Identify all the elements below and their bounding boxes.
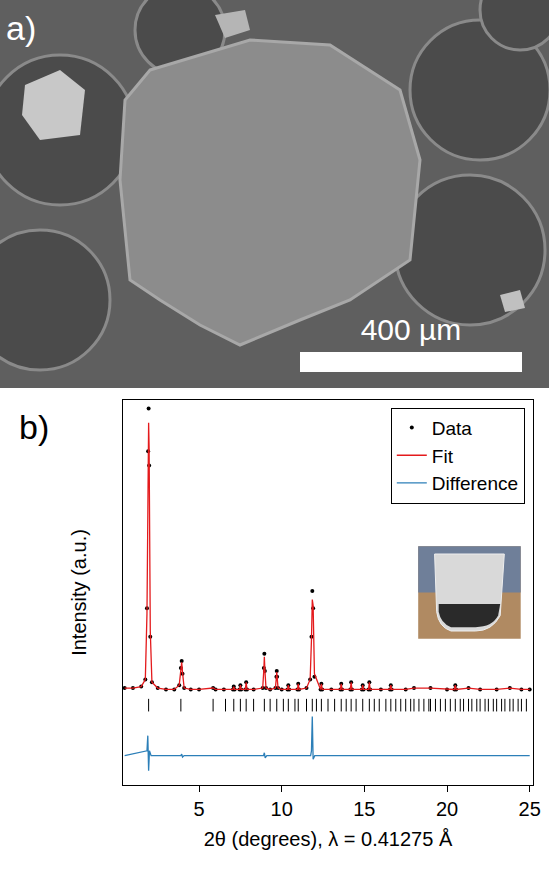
svg-text:2θ (degrees), λ = 0.41275 Å: 2θ (degrees), λ = 0.41275 Å <box>204 828 453 850</box>
svg-text:Difference: Difference <box>432 473 518 494</box>
svg-text:a): a) <box>6 9 36 47</box>
svg-text:400 µm: 400 µm <box>361 313 462 346</box>
svg-text:Data: Data <box>432 418 473 439</box>
svg-text:10: 10 <box>271 798 293 820</box>
svg-text:5: 5 <box>193 798 204 820</box>
svg-text:20: 20 <box>436 798 458 820</box>
svg-text:Intensity (a.u.): Intensity (a.u.) <box>68 529 90 656</box>
svg-text:Fit: Fit <box>432 446 454 467</box>
svg-text:15: 15 <box>353 798 375 820</box>
svg-text:b): b) <box>19 408 49 446</box>
svg-text:25: 25 <box>519 798 541 820</box>
